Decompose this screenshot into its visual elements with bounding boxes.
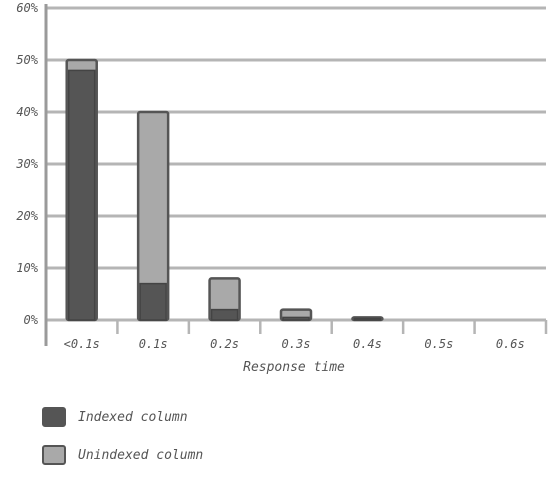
legend-swatch-indexed: [42, 407, 66, 427]
x-tick-label: 0.1s: [139, 337, 168, 351]
legend-item-indexed: Indexed column: [42, 404, 203, 430]
legend-item-unindexed: Unindexed column: [42, 442, 203, 468]
x-tick-label: 0.2s: [210, 337, 239, 351]
response-time-chart: 0% 10% 20% 30% 40% 50% 60% <0.1s 0.1s 0.2s 0.3s 0.…: [15, 1, 548, 375]
y-tick-label: 30%: [15, 157, 38, 171]
bar-indexed: [282, 316, 310, 321]
x-axis-title: Response time: [243, 360, 345, 375]
x-tick-label: <0.1s: [64, 337, 100, 351]
x-tick-label: 0.4s: [353, 337, 382, 351]
bars: [65, 58, 384, 322]
x-tick-label: 0.5s: [424, 337, 453, 351]
y-tick-label: 10%: [16, 261, 38, 275]
legend-swatch-unindexed: [42, 445, 66, 465]
y-tick-label: 50%: [16, 53, 38, 67]
x-tick-label: 0.6s: [496, 337, 525, 351]
y-tick-label: 20%: [16, 209, 38, 223]
y-tick-label: 0%: [24, 313, 39, 327]
y-tick-label: 40%: [16, 105, 38, 119]
legend: Indexed column Unindexed column: [42, 404, 203, 480]
grid-lines: [44, 6, 548, 334]
legend-label-indexed: Indexed column: [78, 409, 188, 425]
bar-indexed: [353, 317, 382, 321]
y-tick-labels: 0% 10% 20% 30% 40% 50% 60%: [15, 1, 38, 327]
bar-indexed: [210, 308, 239, 321]
x-tick-label: 0.3s: [282, 337, 311, 351]
legend-label-unindexed: Unindexed column: [78, 447, 204, 463]
x-tick-labels: <0.1s 0.1s 0.2s 0.3s 0.4s 0.5s 0.6s: [64, 337, 525, 351]
bar-indexed: [67, 69, 96, 321]
bar-indexed: [139, 282, 167, 321]
y-tick-label: 60%: [16, 1, 38, 15]
